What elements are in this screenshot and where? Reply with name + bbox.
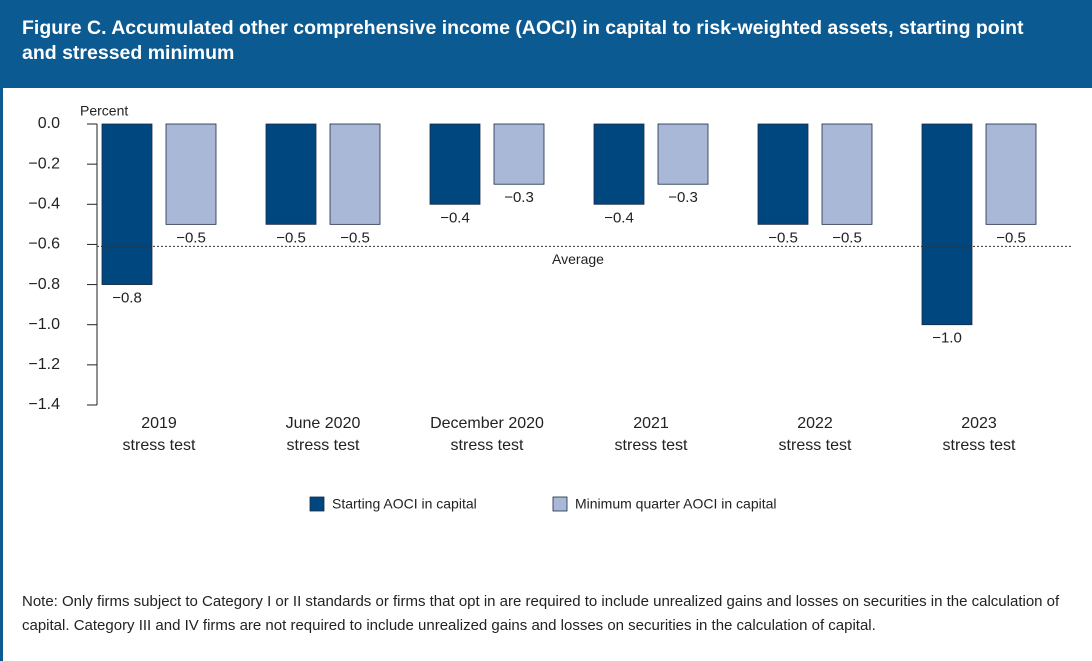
legend-swatch [552,496,568,512]
value-label: −0.5 [832,229,862,246]
x-tick-label: 2023 stress test [943,415,1016,454]
value-label: −0.5 [340,229,370,246]
bar [593,123,645,205]
bar [165,123,217,225]
legend-label: Starting AOCI in capital [332,496,477,512]
x-tick-label: 2022 stress test [779,415,852,454]
legend-swatch [309,496,325,512]
value-label: −0.4 [440,209,470,226]
y-tick-label: −1.4 [28,396,60,413]
chart: Percent 0.0 −0.2 −0.4 −0.6 −0.8 −1.0 −1.2 −1.4 20… [28,103,1071,512]
y-axis-label: Percent [80,103,128,119]
bar [757,123,809,225]
y-tick-label: −1.0 [28,316,60,333]
bar [657,123,709,185]
x-tick-label: June 2020 stress test [286,415,361,454]
note: Note: Only firms subject to Category I o… [22,593,1060,634]
value-label: −0.4 [604,209,634,226]
bar [821,123,873,225]
x-tick-label: 2021 stress test [615,415,688,454]
average-label: Average [552,251,604,267]
x-tick-label: December 2020 stress test [430,415,544,454]
bar [429,123,481,205]
bar [493,123,545,185]
bar [985,123,1037,225]
value-label: −0.5 [176,229,206,246]
value-label: −0.3 [504,189,534,206]
bar [265,123,317,225]
legend-label: Minimum quarter AOCI in capital [575,496,777,512]
x-tick-label: 2019 stress test [123,415,196,454]
y-tick-label: 0.0 [38,115,60,132]
y-tick-label: −0.8 [28,276,60,293]
value-label: −0.8 [112,290,142,307]
chart-title: Figure C. Accumulated other comprehensiv… [22,17,1024,64]
y-tick-label: −0.2 [28,155,60,172]
y-tick-label: −1.2 [28,356,60,373]
header: Figure C. Accumulated other comprehensiv… [0,0,1092,88]
frame-border [0,88,3,661]
bar [921,123,973,326]
bar [329,123,381,225]
y-tick-label: −0.6 [28,236,60,253]
bar [101,123,153,285]
value-label: −0.3 [668,189,698,206]
value-label: −0.5 [276,229,306,246]
value-label: −0.5 [768,229,798,246]
value-label: −0.5 [996,229,1026,246]
value-label: −1.0 [932,330,962,347]
y-tick-label: −0.4 [28,196,60,213]
